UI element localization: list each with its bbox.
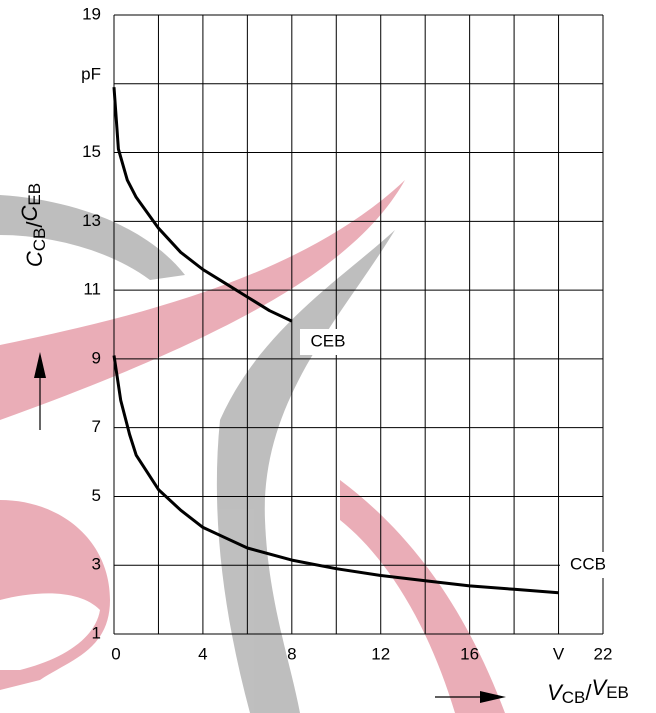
- watermark-shape: [340, 480, 505, 713]
- x-tick-label: 0: [111, 644, 120, 663]
- x-tick-label: 8: [287, 644, 296, 663]
- series-label-bg: [300, 329, 356, 355]
- axis-label-part: CB: [562, 688, 586, 707]
- axis-label-part: /: [585, 680, 592, 705]
- y-tick-label: 3: [92, 555, 101, 574]
- x-tick-label: 4: [198, 644, 207, 663]
- series-line: [112, 87, 293, 323]
- axis-label-part: V: [592, 675, 609, 700]
- y-tick-label: 13: [82, 211, 101, 230]
- axis-label-part: V: [547, 680, 564, 705]
- y-tick-label: 5: [92, 486, 101, 505]
- watermark-shape: [0, 593, 100, 670]
- x-tick-label: 22: [594, 644, 613, 663]
- axis-label-part: C: [22, 251, 47, 267]
- y-tick-label: 19: [82, 4, 101, 23]
- watermark-shape: [0, 195, 185, 280]
- axis-label-part: CB: [30, 228, 49, 252]
- x-tick-label: 12: [371, 644, 390, 663]
- y-tick-label: 15: [82, 142, 101, 161]
- watermark: [0, 180, 505, 713]
- watermark-shape: [216, 230, 395, 713]
- axis-label-part: /: [22, 221, 47, 228]
- y-arrow-head: [34, 352, 46, 378]
- y-tick-label: 7: [92, 417, 101, 436]
- axis-label-part: EB: [25, 183, 44, 206]
- series-label: CEB: [311, 331, 346, 350]
- x-arrow-head: [480, 691, 506, 703]
- axis-label-part: EB: [606, 683, 629, 702]
- arrows: [34, 352, 506, 703]
- y-axis-label: CCB/CEB: [17, 183, 50, 267]
- y-tick-label: 9: [92, 348, 101, 367]
- series-label: CCB: [570, 554, 606, 573]
- y-tick-label: pF: [81, 64, 101, 83]
- x-axis-label: VCB/VEB: [547, 675, 629, 708]
- series-label-bg: [560, 552, 616, 578]
- series-line: [112, 355, 559, 595]
- x-tick-label: 16: [460, 644, 479, 663]
- x-tick-label: V: [553, 644, 565, 663]
- y-tick-label: 1: [92, 623, 101, 642]
- axis-label-part: C: [17, 205, 42, 221]
- y-tick-label: 11: [83, 280, 101, 299]
